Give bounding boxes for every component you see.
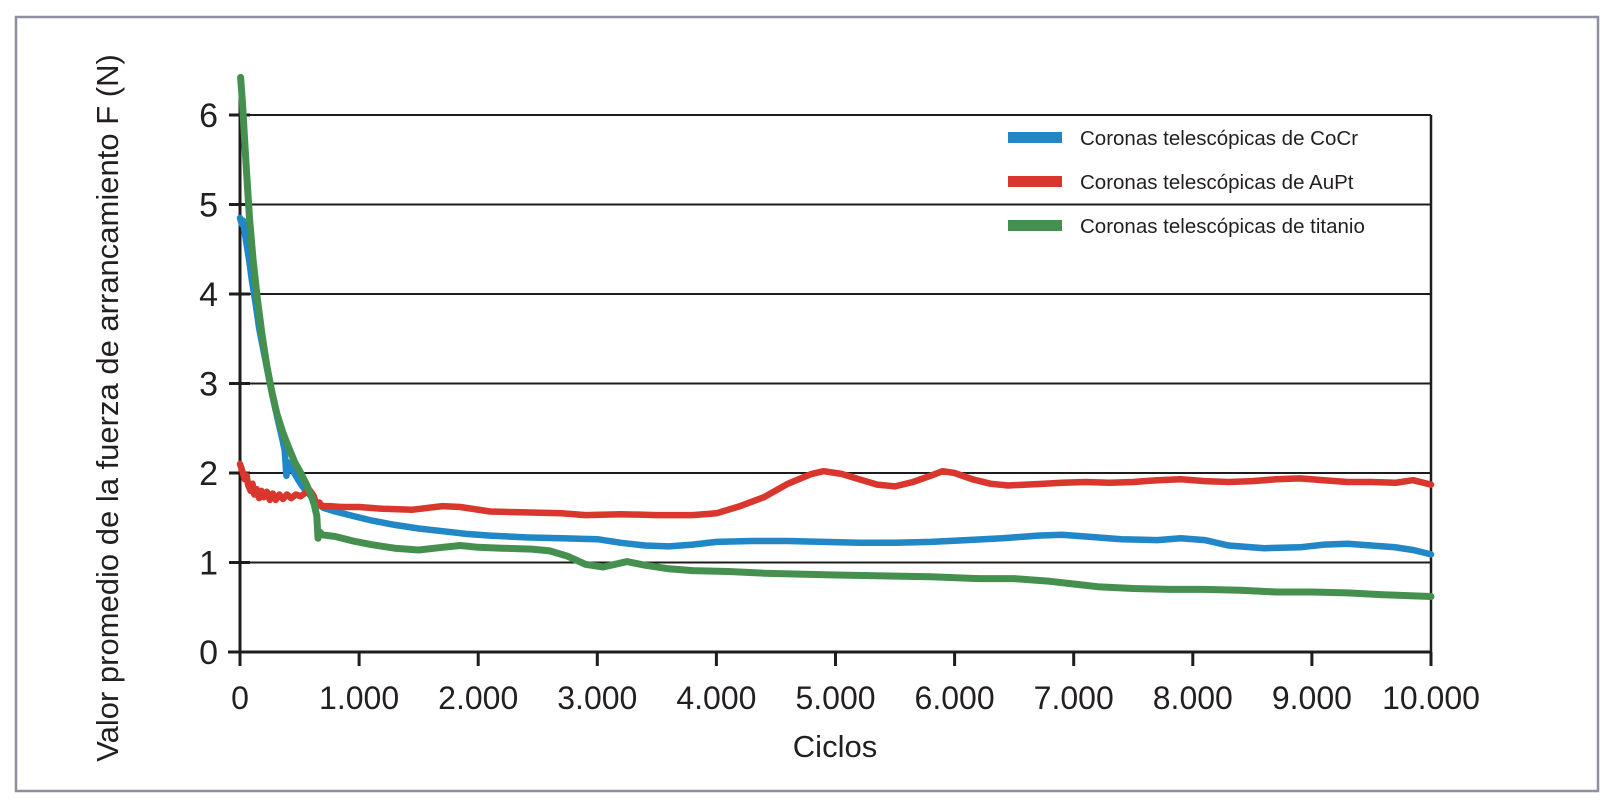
x-tick-label-4000: 4.000 (676, 680, 756, 716)
x-axis-title: Ciclos (793, 729, 877, 764)
x-tick-label-10000: 10.000 (1382, 680, 1480, 716)
x-tick-label-3000: 3.000 (557, 680, 637, 716)
series-line-1 (236, 460, 1435, 519)
legend-item-titanio: Coronas telescópicas de titanio (1008, 215, 1365, 238)
x-tick-label-6000: 6.000 (915, 680, 995, 716)
legend-label-aupt: Coronas telescópicas de AuPt (1080, 171, 1354, 194)
y-axis-title: Valor promedio de la fuerza de arrancami… (90, 54, 125, 762)
x-tick-label-8000: 8.000 (1153, 680, 1233, 716)
legend-label-titanio: Coronas telescópicas de titanio (1080, 215, 1365, 238)
axes (228, 75, 1433, 654)
series-line-0 (236, 214, 1435, 558)
legend: Coronas telescópicas de CoCr Coronas tel… (1008, 127, 1365, 238)
x-tick-label-1000: 1.000 (319, 680, 399, 716)
tick-labels: 0 1 2 3 4 5 6 0 1.000 2.000 3.000 4.000 5.000 6.000 7.… (199, 97, 1480, 716)
y-tick-label-5: 5 (199, 187, 218, 225)
legend-label-cocr: Coronas telescópicas de CoCr (1080, 127, 1358, 150)
x-tick-label-9000: 9.000 (1272, 680, 1352, 716)
figure-border (14, 15, 1600, 793)
legend-swatch-cocr (1008, 132, 1062, 143)
x-tick-label-0: 0 (231, 680, 249, 716)
legend-item-aupt: Coronas telescópicas de AuPt (1008, 171, 1354, 194)
series-line-2 (237, 73, 1435, 600)
legend-swatch-aupt (1008, 176, 1062, 187)
data-series (236, 73, 1435, 600)
y-tick-label-4: 4 (199, 276, 218, 314)
y-tick-label-6: 6 (199, 97, 218, 135)
legend-item-cocr: Coronas telescópicas de CoCr (1008, 127, 1358, 150)
legend-swatch-titanio (1008, 220, 1062, 231)
y-tick-label-3: 3 (199, 366, 218, 404)
x-tick-label-5000: 5.000 (795, 680, 875, 716)
gridlines (240, 114, 1431, 564)
y-tick-label-1: 1 (199, 545, 218, 583)
y-tick-label-2: 2 (199, 455, 218, 493)
y-tick-label-0: 0 (199, 634, 218, 672)
tick-marks (229, 113, 1433, 666)
x-tick-label-7000: 7.000 (1034, 680, 1114, 716)
x-tick-label-2000: 2.000 (438, 680, 518, 716)
